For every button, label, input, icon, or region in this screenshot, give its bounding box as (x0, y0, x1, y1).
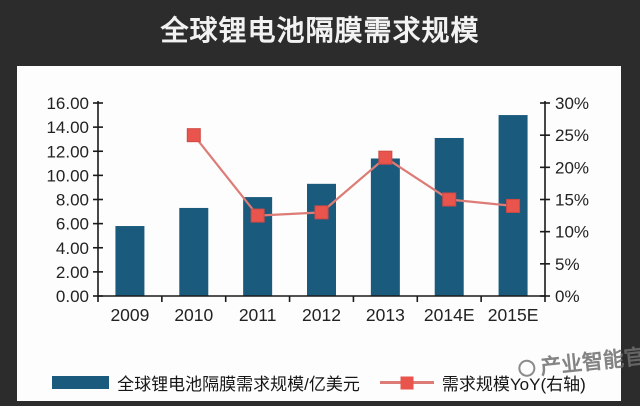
x-label-2010: 2010 (174, 305, 213, 325)
right-tick-label: 30% (555, 94, 589, 113)
watermark-logo-icon (517, 358, 537, 378)
right-tick-label: 0% (555, 287, 580, 306)
yoy-marker (314, 205, 329, 220)
left-tick-label: 2.00 (56, 263, 89, 282)
left-tick-label: 10.00 (46, 166, 89, 185)
left-tick-label: 12.00 (46, 142, 89, 161)
bar-2010 (179, 207, 209, 296)
bar-2013 (370, 158, 400, 296)
line-series-swatch (379, 376, 434, 389)
yoy-marker (442, 192, 457, 207)
x-label-2012: 2012 (302, 305, 341, 325)
right-tick-label: 20% (555, 158, 589, 177)
left-tick-label: 8.00 (56, 191, 89, 210)
yoy-marker (250, 208, 265, 223)
page-title: 全球锂电池隔膜需求规模 (160, 15, 480, 46)
x-label-2014E: 2014E (424, 305, 475, 325)
bar-2014E (434, 137, 464, 296)
chart-panel: 0.00 2.00 4.00 6.00 8.00 10.00 12.00 14.00 16.00… (17, 66, 621, 401)
combo-chart: 0.00 2.00 4.00 6.00 8.00 10.00 12.00 14.00 16.00… (46, 94, 589, 325)
x-label-2009: 2009 (110, 305, 149, 325)
x-label-2013: 2013 (366, 305, 405, 325)
x-label-2011: 2011 (239, 305, 277, 325)
legend-label-line-series: 需求规模YoY(右轴) (441, 375, 586, 394)
right-tick-label: 25% (555, 126, 589, 145)
right-tick-label: 10% (555, 223, 589, 242)
yoy-marker (506, 198, 521, 213)
yoy-marker (186, 128, 201, 143)
right-tick-label: 15% (555, 191, 589, 210)
bar-2009 (115, 226, 145, 296)
chart-legend: 全球锂电池隔膜需求规模/亿美元 需求规模YoY(右轴) (17, 370, 621, 395)
left-tick-label: 0.00 (56, 287, 89, 306)
left-tick-label: 16.00 (46, 94, 89, 113)
legend-item-line-series: 需求规模YoY(右轴) (379, 370, 586, 395)
yoy-marker (378, 150, 393, 165)
legend-item-bar-series: 全球锂电池隔膜需求规模/亿美元 (52, 370, 360, 395)
x-label-2015E: 2015E (488, 305, 539, 325)
yoy-line (192, 134, 514, 217)
left-tick-label: 6.00 (56, 215, 89, 234)
left-tick-label: 14.00 (46, 118, 89, 137)
line-series-marker-swatch (400, 376, 414, 389)
legend-label-bar-series: 全球锂电池隔膜需求规模/亿美元 (117, 375, 360, 394)
bar-2012 (307, 183, 336, 296)
right-tick-label: 5% (555, 255, 580, 274)
bar-series-swatch (52, 376, 110, 389)
left-tick-label: 4.00 (56, 239, 89, 258)
